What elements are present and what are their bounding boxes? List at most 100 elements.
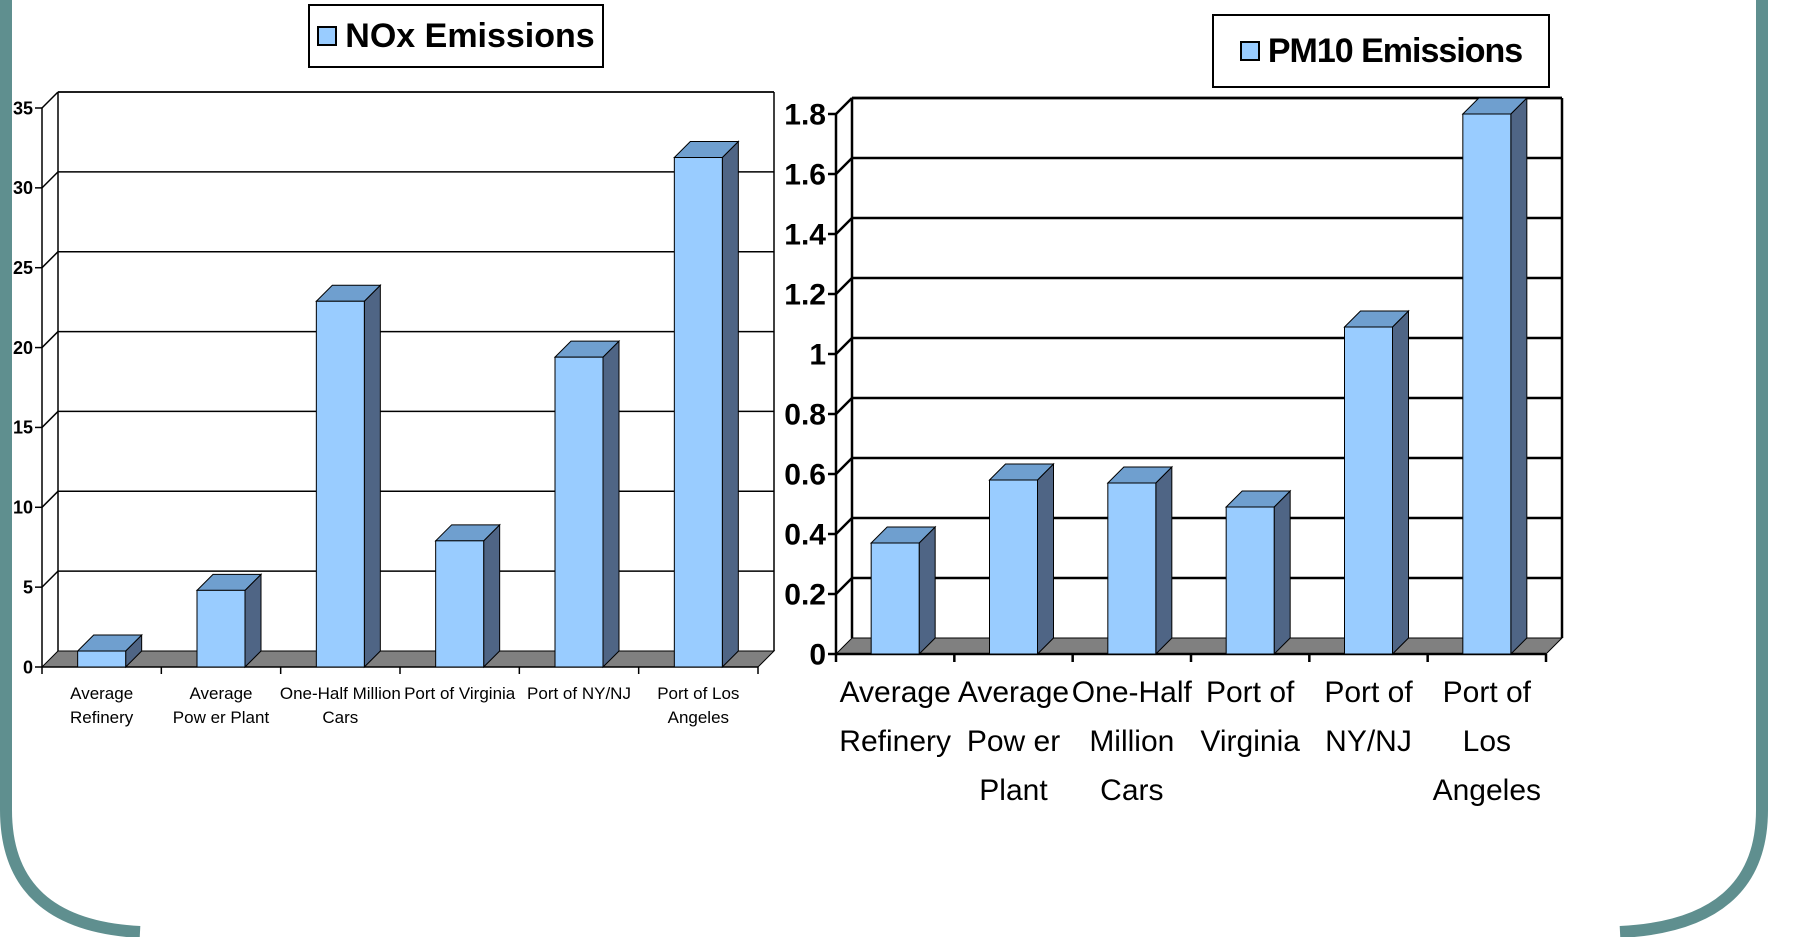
nox-legend-swatch <box>317 26 338 46</box>
nox-y-tick-label-6: 30 <box>13 178 33 198</box>
nox-category-label-line: One-Half Million <box>280 684 401 703</box>
nox-category-label-line: Angeles <box>668 708 729 727</box>
nox-category-label-1: Average Pow er Plant <box>173 684 270 727</box>
nox-gridline-side-6 <box>41 171 59 189</box>
pm10-category-label-line: Plant <box>979 774 1048 807</box>
nox-gridline-side-5 <box>41 251 59 269</box>
pm10-legend: PM10 Emissions <box>1212 14 1550 88</box>
pm10-category-label-3: Port of Virginia <box>1200 676 1300 758</box>
nox-bar-3 <box>435 540 485 668</box>
pm10-y-tick-label-7: 1.4 <box>784 219 826 252</box>
nox-category-label-line: Pow er Plant <box>173 708 270 727</box>
pm10-category-label-line: Refinery <box>839 725 951 758</box>
nox-y-tick-label-7: 35 <box>13 98 33 118</box>
nox-category-label-line: Port of NY/NJ <box>527 684 631 703</box>
nox-bar-2 <box>315 300 365 668</box>
pm10-gridline-side-8 <box>835 157 853 175</box>
pm10-category-label-5: Port of Los Angeles <box>1433 676 1541 807</box>
nox-bar-4 <box>554 356 604 668</box>
pm10-bar-5 <box>1462 113 1512 655</box>
nox-gridline-side-1 <box>41 570 59 588</box>
pm10-category-label-line: NY/NJ <box>1325 725 1412 758</box>
nox-legend: NOx Emissions <box>308 4 604 68</box>
pm10-category-label-line: Port of <box>1443 676 1532 709</box>
nox-bar-5 <box>673 157 723 668</box>
nox-legend-label: NOx Emissions <box>345 16 595 55</box>
pm10-bar-side-2 <box>1155 465 1173 656</box>
pm10-y-tick-label-3: 0.6 <box>784 459 826 492</box>
pm10-category-label-line: One-Half <box>1072 676 1193 709</box>
pm10-category-label-line: Los <box>1463 725 1511 758</box>
pm10-gridline-side-4 <box>835 397 853 415</box>
nox-y-tick-label-4: 20 <box>13 338 33 358</box>
pm10-category-label-line: Average <box>840 676 951 709</box>
nox-gridline-side-7 <box>41 91 59 109</box>
nox-category-label-line: Average <box>70 684 133 703</box>
nox-y-tick-label-1: 5 <box>23 577 33 597</box>
pm10-category-label-line: Pow er <box>967 725 1060 758</box>
pm10-gridline-side-1 <box>835 577 853 595</box>
nox-gridline-side-3 <box>41 410 59 428</box>
nox-category-label-line: Port of Virginia <box>404 684 516 703</box>
nox-category-label-0: Average Refinery <box>70 684 134 727</box>
pm10-floor <box>834 637 1564 655</box>
pm10-bar-side-4 <box>1392 309 1409 656</box>
pm10-y-tick-label-0: 0 <box>809 639 826 672</box>
nox-category-label-line: Average <box>189 684 252 703</box>
pm10-bar-side-5 <box>1510 96 1528 656</box>
pm10-gridline-side-6 <box>835 277 853 295</box>
pm10-bar-side-3 <box>1273 489 1291 656</box>
pm10-bar-side-1 <box>1037 462 1054 656</box>
pm10-gridline-side-2 <box>835 517 853 535</box>
pm10-gridline-side-5 <box>835 337 853 355</box>
pm10-category-label-line: Virginia <box>1200 725 1300 758</box>
nox-y-tick-label-2: 10 <box>13 498 33 518</box>
nox-category-label-4: Port of NY/NJ <box>527 684 631 703</box>
pm10-legend-label: PM10 Emissions <box>1267 31 1523 70</box>
pm10-y-tick-label-2: 0.4 <box>784 519 826 552</box>
pm10-gridline-side-3 <box>835 457 853 475</box>
nox-category-label-2: One-Half Million Cars <box>280 684 401 727</box>
pm10-category-label-1: Average Pow er Plant <box>958 676 1069 807</box>
pm10-bar-2 <box>1107 482 1157 655</box>
nox-category-label-line: Port of Los <box>657 684 739 703</box>
frame-curve-right <box>1619 0 1768 937</box>
nox-bar-0 <box>77 650 127 668</box>
pm10-bar-0 <box>870 542 920 655</box>
pm10-bar-side-0 <box>918 525 936 656</box>
pm10-gridline-side-7 <box>835 217 853 235</box>
pm10-category-label-4: Port of NY/NJ <box>1324 676 1413 758</box>
nox-y-tick-label-0: 0 <box>23 657 33 677</box>
pm10-bar-3 <box>1225 506 1275 655</box>
pm10-y-tick-label-9: 1.8 <box>784 99 826 132</box>
nox-category-label-line: Refinery <box>70 708 134 727</box>
pm10-category-label-line: Cars <box>1100 774 1163 807</box>
pm10-category-label-2: One-Half Million Cars <box>1072 676 1193 807</box>
pm10-y-tick-label-6: 1.2 <box>784 279 826 312</box>
nox-category-label-3: Port of Virginia <box>404 684 516 703</box>
pm10-y-tick-label-5: 1 <box>809 339 826 372</box>
frame-curve-left <box>0 0 141 937</box>
pm10-y-tick-label-8: 1.6 <box>784 159 826 192</box>
pm10-y-tick-label-1: 0.2 <box>784 579 826 612</box>
nox-gridline-side-4 <box>41 331 59 349</box>
pm10-bar-1 <box>989 479 1038 655</box>
nox-y-tick-label-3: 15 <box>13 418 33 438</box>
nox-category-label-5: Port of Los Angeles <box>657 684 739 727</box>
nox-y-tick-label-5: 25 <box>13 258 33 278</box>
pm10-category-label-line: Million <box>1089 725 1174 758</box>
nox-gridline-side-2 <box>41 490 59 508</box>
pm10-category-label-line: Average <box>958 676 1069 709</box>
pm10-gridline-side-9 <box>835 97 853 115</box>
pm10-category-label-line: Port of <box>1324 676 1413 709</box>
pm10-y-tick-label-4: 0.8 <box>784 399 826 432</box>
pm10-bar-4 <box>1344 326 1393 655</box>
nox-category-label-line: Cars <box>322 708 358 727</box>
pm10-category-label-0: Average Refinery <box>839 676 951 758</box>
pm10-category-label-line: Port of <box>1206 676 1295 709</box>
pm10-category-label-line: Angeles <box>1433 774 1541 807</box>
pm10-legend-swatch <box>1239 41 1260 61</box>
